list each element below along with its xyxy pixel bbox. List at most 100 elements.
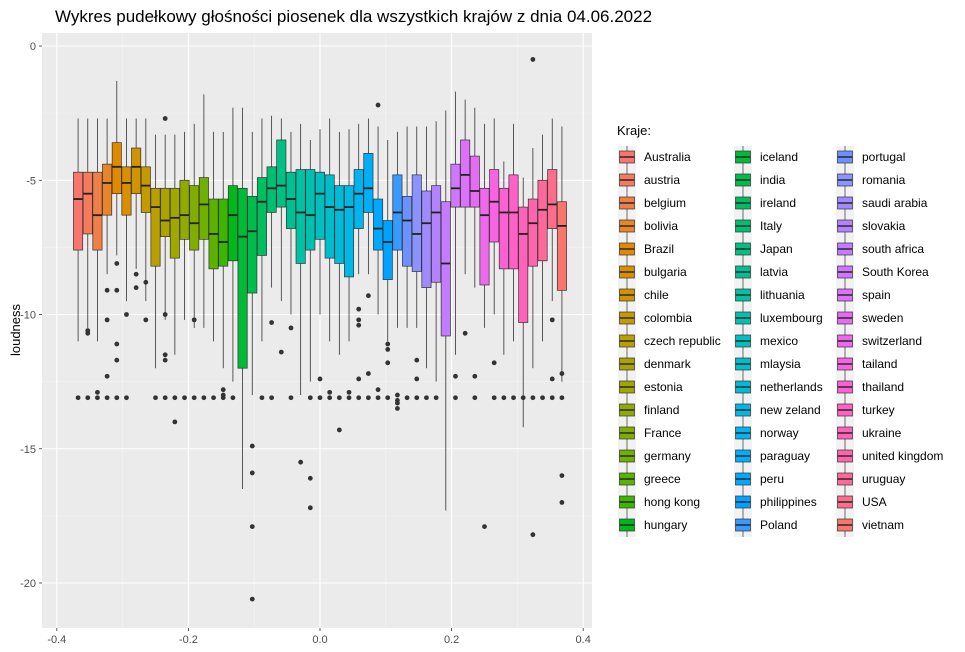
outlier-point xyxy=(298,459,304,465)
legend-item: hungary xyxy=(618,514,687,537)
legend-item: hong kong xyxy=(618,491,700,514)
legend-label: paraguay xyxy=(760,449,810,463)
box-iqr xyxy=(276,139,287,208)
legend-item: South Korea xyxy=(836,261,929,284)
legend-item: thailand xyxy=(836,376,904,399)
box-iqr xyxy=(227,185,238,262)
outlier-point xyxy=(424,395,429,401)
legend-label: netherlands xyxy=(760,380,823,394)
outlier-point xyxy=(356,395,362,401)
outlier-point xyxy=(104,373,110,379)
legend-label: czech republic xyxy=(644,334,721,348)
legend-label: luxembourg xyxy=(760,311,823,325)
box-hungary xyxy=(227,107,238,401)
box-turkey xyxy=(508,123,519,401)
box-iqr xyxy=(547,169,558,229)
legend-label: bulgaria xyxy=(644,265,687,279)
box-iqr xyxy=(479,187,490,286)
legend-label: mexico xyxy=(760,334,798,348)
legend-label: ireland xyxy=(760,196,796,210)
outlier-point xyxy=(153,395,158,401)
box-iqr xyxy=(256,177,267,256)
box-hong-kong xyxy=(218,131,229,401)
outlier-point xyxy=(211,395,216,401)
legend-item: philippines xyxy=(734,491,817,514)
box-iqr xyxy=(518,206,529,323)
box-iqr xyxy=(556,201,567,291)
outlier-point xyxy=(472,395,478,401)
outlier-point xyxy=(307,505,313,511)
legend-label: austria xyxy=(644,173,680,187)
legend-label: united kingdom xyxy=(862,449,943,463)
legend-label: belgium xyxy=(644,196,686,210)
legend-item: switzerland xyxy=(836,330,922,353)
outlier-point xyxy=(385,341,391,347)
outlier-point xyxy=(278,349,284,355)
legend-label: latvia xyxy=(760,265,788,279)
box-iqr xyxy=(469,155,480,208)
legend-label: Italy xyxy=(760,219,782,233)
legend-item: netherlands xyxy=(734,376,823,399)
outlier-point xyxy=(191,317,197,323)
legend-item: iceland xyxy=(734,146,798,169)
box-spain xyxy=(460,99,471,336)
outlier-point xyxy=(143,317,149,323)
legend-item: czech republic xyxy=(618,330,721,353)
legend-label: iceland xyxy=(760,150,798,164)
box-saudi-arabia xyxy=(421,126,432,401)
x-tick-label: -0.4 xyxy=(47,634,66,646)
box-tailand xyxy=(489,118,500,401)
outlier-point xyxy=(162,352,168,358)
box-australia xyxy=(73,118,84,401)
grid-lines xyxy=(42,33,592,628)
legend-item: ukraine xyxy=(836,422,902,445)
legend-item: saudi arabia xyxy=(836,192,928,215)
outlier-point xyxy=(220,387,226,393)
box-finland xyxy=(179,131,190,401)
legend-label: Japan xyxy=(760,242,793,256)
legend-item: Brazil xyxy=(618,238,674,261)
box-iqr xyxy=(247,196,258,294)
box-thailand xyxy=(498,161,509,401)
legend-item: vietnam xyxy=(836,514,904,537)
outlier-point xyxy=(307,475,313,481)
legend-label: estonia xyxy=(644,380,683,394)
box-belgium xyxy=(92,118,103,401)
outlier-point xyxy=(162,312,168,317)
outlier-point xyxy=(549,395,555,401)
box-paraguay xyxy=(363,118,374,401)
legend-label: hong kong xyxy=(644,495,700,509)
outlier-point xyxy=(114,395,120,401)
outlier-point xyxy=(491,360,497,366)
outlier-point xyxy=(530,532,536,538)
legend-label: peru xyxy=(760,472,784,486)
outlier-point xyxy=(249,596,255,602)
legend-item: Australia xyxy=(618,146,691,169)
legend-label: uruguay xyxy=(862,472,905,486)
box-slovakia xyxy=(431,121,442,401)
box-iqr xyxy=(189,185,200,251)
outlier-point xyxy=(482,524,487,530)
legend-item: mlaysia xyxy=(734,353,801,376)
box-iqr xyxy=(295,169,306,264)
legend-item: latvia xyxy=(734,261,788,284)
legend-label: lithuania xyxy=(760,288,805,302)
legend-label: norway xyxy=(760,426,799,440)
legend-label: switzerland xyxy=(862,334,922,348)
box-romania xyxy=(411,126,422,401)
legend-item: belgium xyxy=(618,192,686,215)
outlier-point xyxy=(85,330,91,336)
legend-item: greece xyxy=(618,468,681,491)
legend-label: South Korea xyxy=(862,265,929,279)
box-iqr xyxy=(344,185,355,278)
outlier-point xyxy=(549,376,555,382)
legend-item: bulgaria xyxy=(618,261,687,284)
box-iqr xyxy=(498,187,509,270)
outlier-point xyxy=(356,376,362,382)
legend-label: bolivia xyxy=(644,219,678,233)
outlier-point xyxy=(520,395,526,401)
outlier-point xyxy=(356,306,362,312)
outlier-point xyxy=(269,320,275,325)
legend-item: mexico xyxy=(734,330,798,353)
outlier-point xyxy=(124,312,129,317)
